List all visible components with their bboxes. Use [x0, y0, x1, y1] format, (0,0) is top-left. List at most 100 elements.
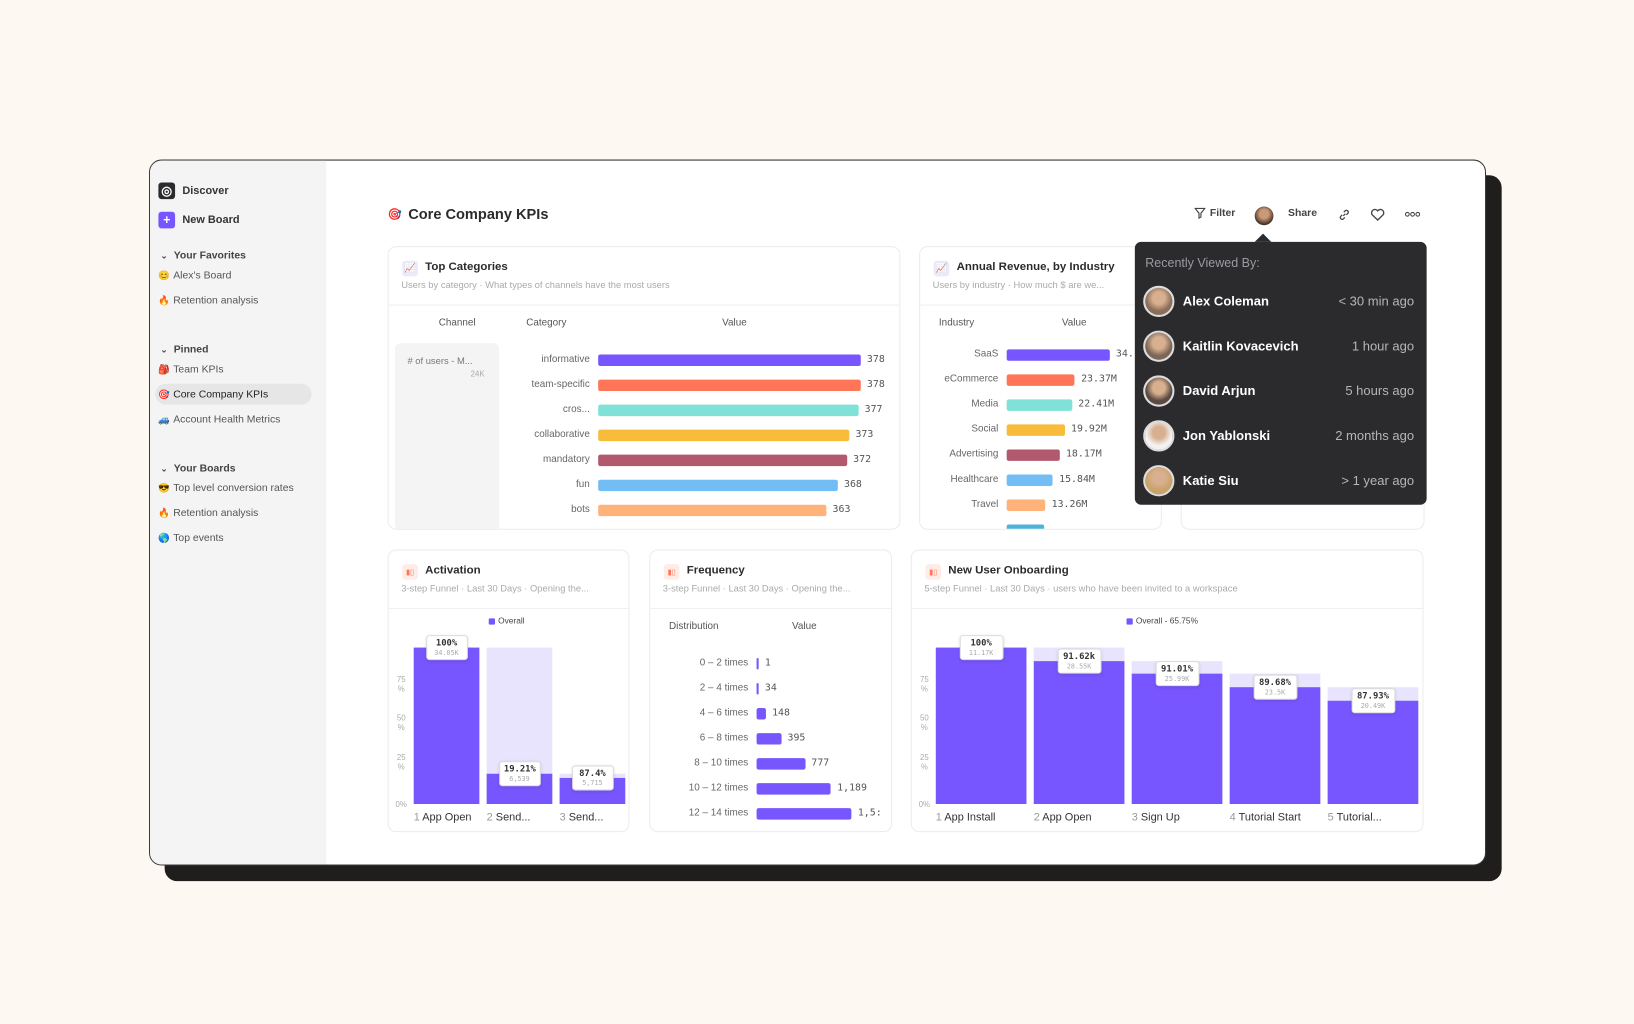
bar[interactable] [1006, 399, 1073, 411]
bar-category-label: SaaS [974, 348, 999, 360]
funnel-step-bar[interactable] [413, 647, 480, 804]
new-user-onboarding-card[interactable]: ▮▯ New User Onboarding 5-step Funnel · Las… [910, 549, 1424, 833]
step-name: Send... [495, 811, 531, 824]
y-axis-tick: 25 % [919, 752, 929, 772]
sidebar-section-header[interactable]: ⌄ Pinned [160, 344, 208, 355]
bar-value-label: 19.92M [1071, 423, 1107, 435]
share-label: Share [1288, 207, 1318, 219]
sidebar-new-board[interactable]: + New Board [158, 211, 240, 229]
legend-label: Overall - 65.75% [1135, 616, 1198, 626]
bar[interactable] [598, 479, 838, 492]
bar-clipped[interactable] [1006, 524, 1045, 529]
funnel-step-bar[interactable] [935, 647, 1027, 804]
sidebar-item[interactable]: 🔥 Retention analysis [155, 290, 311, 311]
card-title[interactable]: Frequency [686, 564, 745, 577]
sidebar-item[interactable]: 🔥 Retention analysis [155, 503, 311, 524]
column-header-dropdown[interactable]: Industry [938, 317, 975, 329]
sidebar-item[interactable]: 🌎 Top events [155, 528, 311, 549]
annual-revenue-card[interactable]: 📈 Annual Revenue, by Industry Users by ind… [919, 246, 1162, 530]
activation-card[interactable]: ▮▯ Activation 3-step Funnel · Last 30 Days… [387, 549, 630, 833]
step-conversion: 87.4% [579, 768, 606, 779]
y-axis-tick: 0% [395, 799, 407, 810]
share-button[interactable]: Share [1288, 208, 1317, 219]
step-number: 4 [1229, 811, 1236, 824]
viewer-row[interactable]: Kaitlin Kovacevich 1 hour ago [1143, 330, 1414, 362]
y-axis-tick: 50 % [919, 713, 929, 733]
viewer-row[interactable]: Jon Yablonski 2 months ago [1143, 420, 1415, 452]
card-title[interactable]: Top Categories [425, 260, 508, 274]
board-emoji-icon: 😊 [158, 269, 171, 280]
step-count: 20.49K [1360, 702, 1386, 711]
column-header-dropdown[interactable]: Channel [438, 317, 476, 329]
viewer-time: 2 months ago [1335, 428, 1415, 444]
sidebar-item-label: Retention analysis [173, 294, 259, 307]
channel-group-cell[interactable]: # of users - M... 24K [394, 343, 500, 529]
column-header-dropdown[interactable]: Category [526, 317, 567, 329]
bar[interactable] [598, 454, 847, 467]
column-header-dropdown[interactable]: Value [791, 620, 817, 632]
funnel-step-bar[interactable] [1229, 687, 1321, 804]
bar[interactable] [598, 354, 861, 367]
bar[interactable] [1006, 349, 1110, 361]
bar-value-label: 1 [764, 656, 771, 669]
link-icon[interactable] [1338, 209, 1351, 222]
card-title[interactable]: New User Onboarding [948, 564, 1069, 577]
column-header-dropdown[interactable]: Value [722, 317, 747, 329]
step-count: 23.5K [1264, 688, 1286, 697]
column-header-dropdown[interactable]: Distribution [669, 620, 719, 632]
funnel-step-bar[interactable] [1131, 673, 1223, 804]
bar[interactable] [756, 783, 831, 795]
bar-category-label: bots [571, 503, 590, 516]
more-icon[interactable] [1404, 211, 1421, 217]
bar[interactable] [756, 733, 782, 745]
sidebar-item[interactable]: 😊 Alex's Board [155, 265, 311, 286]
sidebar-discover[interactable]: ◎ Discover [158, 182, 229, 200]
viewer-row[interactable]: Alex Coleman < 30 min ago [1143, 285, 1414, 318]
step-number: 3 [559, 811, 566, 824]
sidebar-item-label: Account Health Metrics [173, 413, 281, 425]
bar[interactable] [756, 758, 806, 770]
sidebar-item-label: Team KPIs [173, 363, 224, 375]
bar-category-label: 4 – 6 times [699, 707, 749, 719]
sidebar-section-header[interactable]: ⌄ Your Favorites [160, 250, 245, 261]
viewer-row[interactable]: Katie Siu > 1 year ago [1143, 465, 1414, 497]
bar-category-label: 6 – 8 times [699, 732, 749, 744]
bar[interactable] [598, 504, 827, 517]
bar[interactable] [598, 404, 859, 417]
viewer-avatar-button[interactable] [1254, 206, 1274, 226]
bar[interactable] [1006, 449, 1060, 461]
frequency-card[interactable]: ▮▯ Frequency 3-step Funnel · Last 30 Days … [649, 549, 893, 833]
sidebar-item[interactable]: 🎯 Core Company KPIs [155, 383, 312, 405]
top-categories-card[interactable]: 📈 Top Categories Users by category · What … [387, 246, 901, 530]
bar[interactable] [756, 658, 759, 670]
bar[interactable] [756, 808, 852, 820]
step-label: 3 Send... [560, 811, 604, 824]
column-header-dropdown[interactable]: Value [1061, 317, 1087, 329]
bar[interactable] [1006, 374, 1075, 386]
sidebar-item[interactable]: 😎 Top level conversion rates [155, 478, 311, 499]
step-count: 5,715 [582, 778, 603, 788]
bar[interactable] [1006, 424, 1065, 436]
chart-legend: Overall [488, 616, 525, 626]
sidebar-item[interactable]: 🎒 Team KPIs [155, 359, 311, 380]
funnel-step-bar[interactable] [1327, 701, 1419, 804]
card-title[interactable]: Activation [425, 564, 481, 577]
bar-value-label: 1,5: [857, 807, 882, 819]
bar[interactable] [1006, 499, 1046, 511]
bar-value-label: 395 [787, 732, 806, 744]
bar[interactable] [1006, 474, 1053, 486]
bar[interactable] [756, 708, 766, 720]
card-title[interactable]: Annual Revenue, by Industry [956, 260, 1115, 274]
funnel-step-bar[interactable] [1033, 660, 1125, 804]
sidebar-section-header[interactable]: ⌄ Your Boards [160, 463, 235, 474]
bar-category-label: 8 – 10 times [694, 757, 749, 769]
viewer-row[interactable]: David Arjun 5 hours ago [1143, 375, 1414, 407]
bar-value-label: 373 [855, 428, 874, 441]
bar[interactable] [598, 379, 861, 392]
filter-button[interactable]: Filter [1194, 208, 1235, 219]
heart-icon[interactable] [1370, 208, 1385, 222]
bar[interactable] [598, 429, 850, 442]
chevron-down-icon: ⌄ [160, 251, 168, 261]
bar[interactable] [756, 683, 759, 695]
sidebar-item[interactable]: 🚙 Account Health Metrics [155, 409, 311, 430]
